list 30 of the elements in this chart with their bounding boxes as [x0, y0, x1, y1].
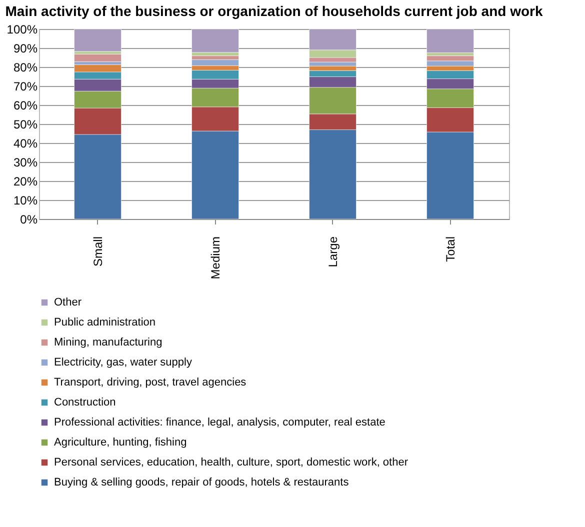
legend-label: Public administration	[54, 316, 156, 328]
x-tick-label: Small	[90, 236, 105, 267]
legend-label: Transport, driving, post, travel agencies	[54, 376, 247, 388]
x-tick-label: Large	[326, 236, 340, 268]
y-tick-label: 50%	[13, 118, 38, 132]
legend-label: Buying & selling goods, repair of goods, hotels & restaurants	[54, 476, 350, 488]
bar	[192, 28, 239, 53]
legend-label: Personal services, education, health, culture, sport, domestic work, other	[54, 456, 408, 468]
y-tick-label: 0%	[20, 212, 38, 226]
y-tick-label: 70%	[13, 80, 38, 94]
y-tick-label: 90%	[13, 42, 38, 56]
x-tick-label: Medium	[208, 236, 222, 280]
legend-label: Agriculture, hunting, fishing	[54, 436, 187, 448]
y-tick-label: 40%	[13, 136, 38, 150]
bar	[426, 28, 474, 53]
y-tick-label: 80%	[13, 60, 38, 74]
legend-label: Professional activities: finance, legal, analysis, computer, real estate	[54, 416, 386, 428]
y-tick-label: 20%	[13, 174, 38, 188]
y-tick-label: 60%	[13, 98, 38, 112]
legend-label: Construction	[54, 396, 116, 408]
y-tick-label: 30%	[13, 156, 38, 170]
chart-title: Main activity of the business or organization of households current job and work	[5, 3, 543, 19]
bar	[74, 28, 122, 52]
legend-label: Electricity, gas, water supply	[54, 356, 192, 368]
legend-label: Other	[54, 296, 82, 308]
legend-label: Mining, manufacturing	[54, 336, 162, 348]
y-tick-label: 100%	[6, 22, 38, 36]
y-tick-label: 10%	[13, 194, 38, 208]
bar	[74, 54, 122, 62]
x-tick-label: Total	[443, 236, 458, 262]
